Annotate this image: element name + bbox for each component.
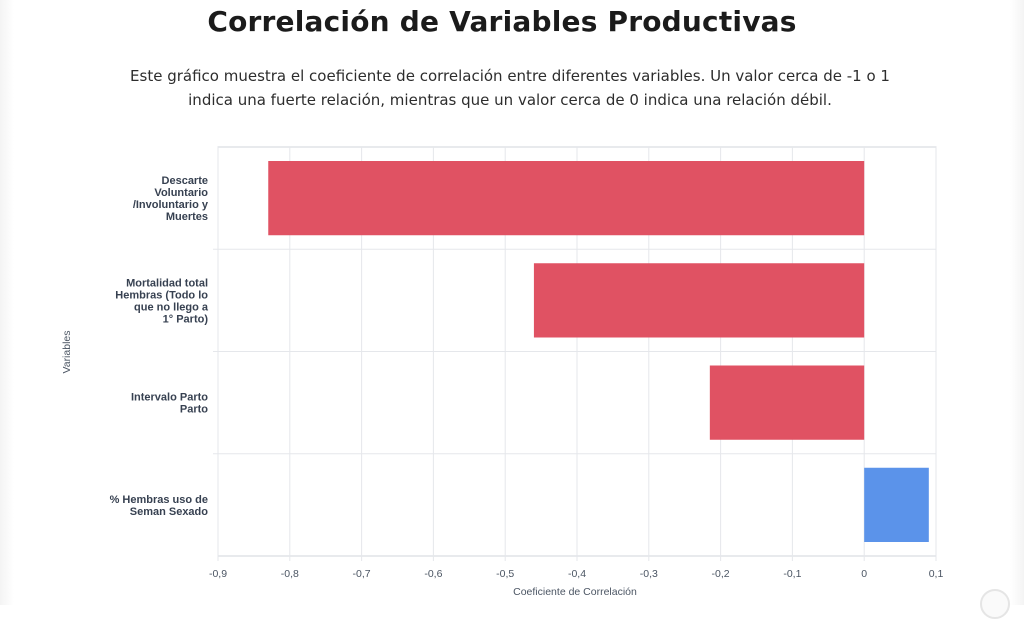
category-label-line: Parto: [180, 404, 208, 416]
category-label-line: 1° Parto): [163, 313, 209, 325]
category-label-line: Intervalo Parto: [131, 392, 208, 404]
x-tick-label: 0,1: [929, 568, 944, 580]
x-tick-label: -0,9: [209, 568, 227, 580]
x-tick-label: -0,5: [496, 568, 514, 580]
scroll-indicator: [980, 589, 1010, 619]
x-tick-label: 0: [861, 568, 867, 580]
category-label: Mortalidad total Hembras (Todo lo que no l…: [115, 277, 209, 325]
y-axis-title: Variables: [61, 331, 73, 374]
category-label-line: Descarte: [162, 175, 208, 187]
category-labels: Descarte Voluntario/Involuntario y Muertes…: [110, 175, 209, 518]
x-tick-label: -0,4: [568, 568, 586, 580]
subtitle-line-1: Este gráfico muestra el coeficiente de c…: [130, 67, 890, 85]
x-tick-label: -0,1: [783, 568, 801, 580]
page-subtitle: Este gráfico muestra el coeficiente de c…: [40, 64, 980, 112]
bar: [709, 365, 865, 440]
category-label-line: Hembras (Todo lo: [115, 289, 208, 301]
x-axis-title: Coeficiente de Correlación: [513, 586, 637, 598]
category-label: Intervalo Parto Parto: [131, 392, 208, 416]
bar: [533, 263, 865, 338]
x-tick-labels: -0,9 -0,8 -0,7 -0,6 -0,5 -0,4 -0,3 -0,2 -0,1 0 0,1: [209, 568, 943, 580]
correlation-bar-chart: Descarte Voluntario/Involuntario y Muertes…: [61, 146, 943, 598]
category-label: Descarte Voluntario/Involuntario y Muertes: [133, 175, 209, 223]
page-title: Correlación de Variables Productivas: [207, 5, 797, 38]
category-label-line: Mortalidad total: [126, 277, 208, 289]
category-label-line: Seman Sexado: [130, 506, 209, 518]
category-label: % Hembras uso de Seman Sexado: [110, 494, 209, 518]
x-tick-label: -0,6: [424, 568, 442, 580]
x-tick-label: -0,3: [640, 568, 658, 580]
x-tick-label: -0,8: [281, 568, 299, 580]
category-label-line: Muertes: [166, 211, 208, 223]
x-tick-label: -0,7: [353, 568, 371, 580]
bar: [864, 467, 929, 542]
category-label-line: % Hembras uso de: [110, 494, 208, 506]
x-tick-label: -0,2: [712, 568, 730, 580]
bar-layer: [268, 161, 929, 542]
category-label-line: que no llego a: [134, 301, 209, 313]
subtitle-line-2: indica una fuerte relación, mientras que…: [188, 91, 832, 109]
category-label-line: /Involuntario y: [133, 199, 209, 211]
category-label-line: Voluntario: [154, 187, 208, 199]
bar: [268, 161, 865, 236]
